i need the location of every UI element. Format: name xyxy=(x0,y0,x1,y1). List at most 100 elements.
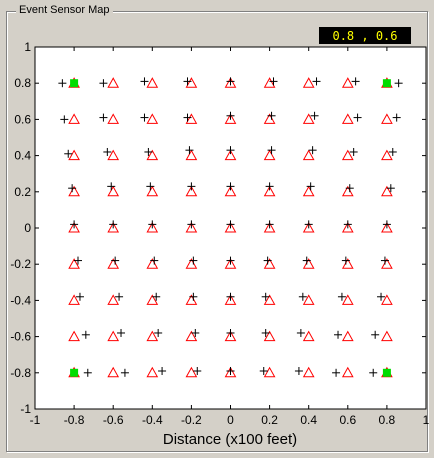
axis-ticks: -1 -0.8 -0.6 -0.4 -0.2 0 0.2 0.4 0.6 0.8 1 1 0.8 0.6 0… xyxy=(10,40,429,427)
estimate-cross-marker xyxy=(351,77,360,86)
y-tick-label: 1 xyxy=(24,40,31,54)
estimate-cross-marker xyxy=(334,330,343,339)
grid-triangle-marker xyxy=(341,294,354,305)
grid-triangle-marker xyxy=(185,149,198,161)
grid-triangle-marker xyxy=(68,149,80,161)
grid-triangle-marker xyxy=(263,113,276,124)
estimate-cross-marker xyxy=(380,256,389,265)
sensor-marker[interactable] xyxy=(70,368,79,377)
grid-triangle-marker xyxy=(302,330,315,342)
grid-triangle-marker xyxy=(263,366,276,378)
y-tick-label: 0 xyxy=(24,221,31,235)
sensor-marker[interactable] xyxy=(70,79,79,88)
grid-triangle-marker xyxy=(263,294,276,305)
grid-triangle-marker xyxy=(302,185,315,197)
estimate-cross-marker xyxy=(70,220,79,229)
grid-triangle-marker xyxy=(146,185,159,197)
grid-triangle-marker xyxy=(302,77,315,88)
grid-triangle-marker xyxy=(146,330,159,342)
grid-triangle-marker xyxy=(263,330,276,342)
grid-triangle-marker xyxy=(107,258,120,269)
estimate-cross-marker xyxy=(226,77,235,86)
x-tick-label: -0.6 xyxy=(103,413,124,427)
grid-triangle-marker xyxy=(68,294,80,305)
estimate-cross-marker xyxy=(337,292,346,301)
x-tick-label: -0.8 xyxy=(64,413,85,427)
estimate-cross-marker xyxy=(189,292,198,301)
grid-triangle-marker xyxy=(341,77,354,88)
estimate-cross-marker xyxy=(226,111,235,120)
estimate-cross-marker xyxy=(150,256,159,265)
grid-triangle-marker xyxy=(185,221,198,233)
grid-triangle-marker xyxy=(381,258,393,269)
y-tick-label: 0.2 xyxy=(14,185,31,199)
estimate-cross-marker xyxy=(302,256,311,265)
estimate-cross-marker xyxy=(308,146,317,155)
estimate-cross-marker xyxy=(83,368,92,377)
y-tick-label: -0.6 xyxy=(10,330,31,344)
estimate-cross-marker xyxy=(226,256,235,265)
estimate-cross-marker xyxy=(349,147,358,156)
grid-triangle-marker xyxy=(302,258,315,269)
grid-triangle-marker xyxy=(302,221,315,233)
group-title: Event Sensor Map xyxy=(16,4,113,16)
grid-triangle-marker xyxy=(263,149,276,161)
estimate-cross-marker xyxy=(103,147,112,156)
estimate-cross-marker xyxy=(183,113,192,122)
estimate-cross-marker xyxy=(183,77,192,86)
x-tick-label: -0.2 xyxy=(181,413,202,427)
estimate-cross-marker xyxy=(152,292,161,301)
estimate-cross-marker xyxy=(263,256,272,265)
estimate-cross-marker xyxy=(267,146,276,155)
grid-triangle-marker xyxy=(146,366,159,378)
grid-triangle-marker xyxy=(185,330,198,342)
estimate-cross-marker xyxy=(193,366,202,375)
estimate-cross-marker xyxy=(148,220,157,229)
grid-triangle-marker xyxy=(68,330,80,342)
x-axis-label: Distance (x100 feet) xyxy=(163,431,297,448)
estimate-cross-marker xyxy=(341,256,350,265)
y-tick-label: -0.8 xyxy=(10,366,31,380)
grid-triangle-marker xyxy=(107,113,120,124)
x-tick-label: 0.8 xyxy=(379,413,396,427)
grid-triangle-marker xyxy=(224,185,237,197)
grid-triangle-marker xyxy=(185,366,198,378)
grid-triangle-marker xyxy=(68,221,80,233)
estimate-cross-marker xyxy=(371,330,380,339)
grid-triangle-marker xyxy=(302,366,315,378)
sensor-marker[interactable] xyxy=(382,368,391,377)
grid-triangle-marker xyxy=(146,258,159,269)
coordinate-readout: 0.8 , 0.6 xyxy=(319,27,411,44)
estimate-cross-marker xyxy=(394,79,403,88)
grid-triangle-marker xyxy=(146,113,159,124)
estimate-cross-marker xyxy=(74,256,83,265)
sensor-marker[interactable] xyxy=(382,79,391,88)
grid-triangle-marker xyxy=(185,113,198,124)
grid-triangle-marker xyxy=(381,149,393,161)
estimate-cross-marker xyxy=(58,79,67,88)
grid-triangle-marker xyxy=(341,258,354,269)
estimate-cross-marker xyxy=(75,292,84,301)
estimate-cross-marker xyxy=(81,330,90,339)
grid-triangle-marker xyxy=(224,294,237,305)
estimate-cross-marker xyxy=(310,111,319,120)
estimate-cross-marker xyxy=(392,113,401,122)
estimate-cross-marker xyxy=(111,256,120,265)
x-tick-label: 1 xyxy=(423,413,430,427)
y-tick-label: 0.8 xyxy=(14,76,31,90)
grid-triangle-marker xyxy=(381,185,393,197)
estimate-cross-marker xyxy=(99,79,108,88)
estimate-cross-marker xyxy=(226,146,235,155)
y-tick-label: -0.2 xyxy=(10,257,31,271)
estimate-cross-marker xyxy=(345,184,354,193)
x-tick-label: 0.6 xyxy=(339,413,356,427)
grid-triangle-marker xyxy=(224,221,237,233)
estimate-cross-marker xyxy=(312,77,321,86)
estimate-cross-marker xyxy=(261,292,270,301)
estimate-cross-marker xyxy=(261,328,270,337)
estimate-cross-marker xyxy=(99,113,108,122)
grid-triangle-marker xyxy=(68,113,80,124)
estimate-cross-marker xyxy=(343,220,352,229)
grid-triangle-marker xyxy=(224,77,237,88)
